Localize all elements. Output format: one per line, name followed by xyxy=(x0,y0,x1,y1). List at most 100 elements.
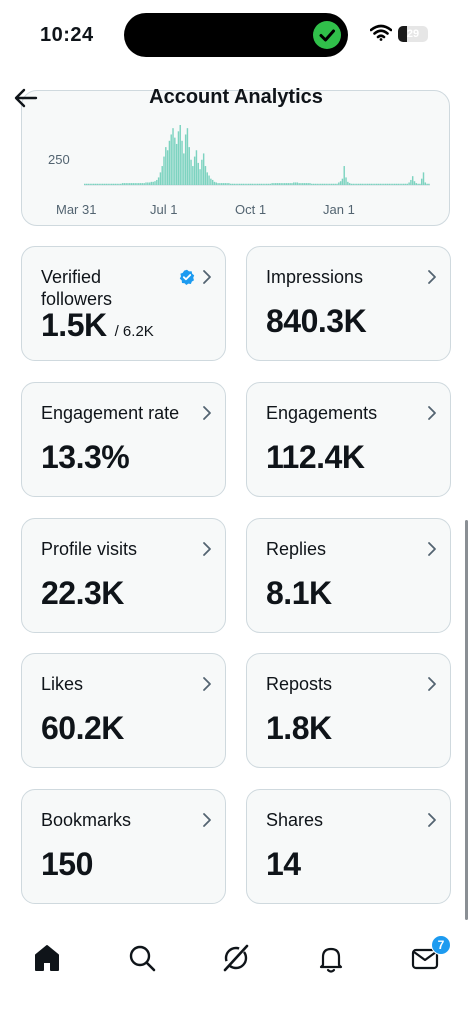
chart-bar xyxy=(231,183,234,185)
stat-card[interactable]: Reposts 1.8K xyxy=(246,653,451,768)
stat-card[interactable]: Shares 14 xyxy=(246,789,451,904)
chart-bar xyxy=(183,153,185,185)
arrow-left-icon[interactable] xyxy=(12,84,40,112)
scrollbar[interactable] xyxy=(465,520,468,920)
stat-card[interactable]: Engagements 112.4K xyxy=(246,382,451,497)
stat-label: Impressions xyxy=(266,267,364,287)
chart-bar xyxy=(314,183,317,185)
chart-bar xyxy=(366,183,369,185)
chart-bar xyxy=(222,183,225,185)
chart-bar xyxy=(329,183,331,185)
chart-bar xyxy=(422,172,425,185)
stat-value: 60.2K xyxy=(41,710,124,747)
wifi-icon xyxy=(370,24,392,41)
chart-bar xyxy=(377,183,380,185)
chart-bar xyxy=(374,183,376,185)
chart-bar xyxy=(91,183,93,185)
chart-bar xyxy=(341,178,344,185)
chart-bar xyxy=(332,183,335,185)
chart-bar xyxy=(103,183,106,185)
stat-label: Replies xyxy=(266,539,327,559)
stat-card[interactable]: Engagement rate 13.3% xyxy=(21,382,226,497)
chart-bar xyxy=(372,183,374,185)
chart-bar xyxy=(271,183,273,185)
chart-bar xyxy=(202,153,205,185)
chart-bar xyxy=(134,183,136,185)
chart-bar xyxy=(130,183,133,185)
stat-label: Bookmarks xyxy=(41,810,132,830)
chart-bar xyxy=(356,183,358,185)
chart-bar xyxy=(118,183,120,185)
chart-bar xyxy=(302,183,304,185)
chart-bar xyxy=(401,183,403,185)
chart-bar xyxy=(251,183,254,185)
chart-bar xyxy=(257,183,259,185)
chart-bar xyxy=(100,183,102,185)
chart-bar xyxy=(174,137,176,185)
chart-bar xyxy=(184,134,187,185)
chart-bar xyxy=(323,183,326,185)
stat-value-text: 14 xyxy=(266,846,301,882)
chart-bar xyxy=(298,183,300,185)
chart-bar xyxy=(343,166,345,185)
chart-bar xyxy=(105,183,108,185)
chart-bar xyxy=(410,179,412,185)
stat-card[interactable]: Bookmarks 150 xyxy=(21,789,226,904)
chart-bar xyxy=(255,183,257,185)
chart-bar xyxy=(89,183,91,185)
home-icon[interactable] xyxy=(27,938,67,978)
chart-bar xyxy=(330,183,333,185)
chart-bar xyxy=(112,183,115,185)
chart-bar xyxy=(276,183,279,185)
stat-value-text: 112.4K xyxy=(266,439,365,475)
chart-bar xyxy=(321,183,324,185)
chart-bar xyxy=(238,183,241,185)
chart-bar xyxy=(269,183,272,185)
stat-card[interactable]: Replies 8.1K xyxy=(246,518,451,633)
chart-bar xyxy=(413,181,416,185)
chart-bar xyxy=(386,183,389,185)
stat-card[interactable]: Impressions 840.3K xyxy=(246,246,451,361)
chart-bar xyxy=(195,150,198,185)
messages-badge: 7 xyxy=(431,935,451,955)
chart-bar xyxy=(220,183,223,185)
search-icon[interactable] xyxy=(122,938,162,978)
chart-bar xyxy=(114,183,117,185)
grok-icon[interactable] xyxy=(216,938,256,978)
chart-bar xyxy=(193,156,196,185)
chart-bar xyxy=(96,183,99,185)
chart-bar xyxy=(161,166,163,185)
messages-icon[interactable] xyxy=(405,938,445,978)
chart-bar xyxy=(264,183,266,185)
chart-bar xyxy=(147,182,149,185)
chart-bar xyxy=(120,183,122,185)
chart-bar xyxy=(233,183,236,185)
chart-bar xyxy=(136,183,138,185)
chevron-right-icon xyxy=(203,406,211,420)
analytics-chart: 250 Mar 31 Jul 1 Oct 1 Jan 1 xyxy=(48,125,430,217)
stat-card[interactable]: Profile visits 22.3K xyxy=(21,518,226,633)
chart-bar xyxy=(345,177,347,185)
chart-bar xyxy=(278,183,281,185)
stat-value: 112.4K xyxy=(266,439,365,476)
stat-value: 1.5K / 6.2K xyxy=(41,307,154,344)
chart-bar xyxy=(408,182,410,185)
chart-bar xyxy=(188,147,190,185)
chart-bar xyxy=(150,181,153,185)
dynamic-island xyxy=(124,13,348,57)
chart-bar xyxy=(93,183,95,185)
status-time: 10:24 xyxy=(40,24,94,46)
stat-card[interactable]: Likes 60.2K xyxy=(21,653,226,768)
chart-bar xyxy=(334,183,336,185)
chart-bar xyxy=(123,183,126,185)
chart-bar xyxy=(399,183,401,185)
chart-bar xyxy=(152,181,154,185)
chart-bar xyxy=(172,128,174,185)
notifications-icon[interactable] xyxy=(311,938,351,978)
chart-bar xyxy=(165,147,167,185)
stat-value: 22.3K xyxy=(41,575,124,612)
x-tick-label: Jan 1 xyxy=(323,202,355,217)
stat-card[interactable]: Verified followers 1.5K / 6.2K xyxy=(21,246,226,361)
stat-value-text: 60.2K xyxy=(41,710,124,746)
stat-subvalue: / 6.2K xyxy=(114,323,154,340)
